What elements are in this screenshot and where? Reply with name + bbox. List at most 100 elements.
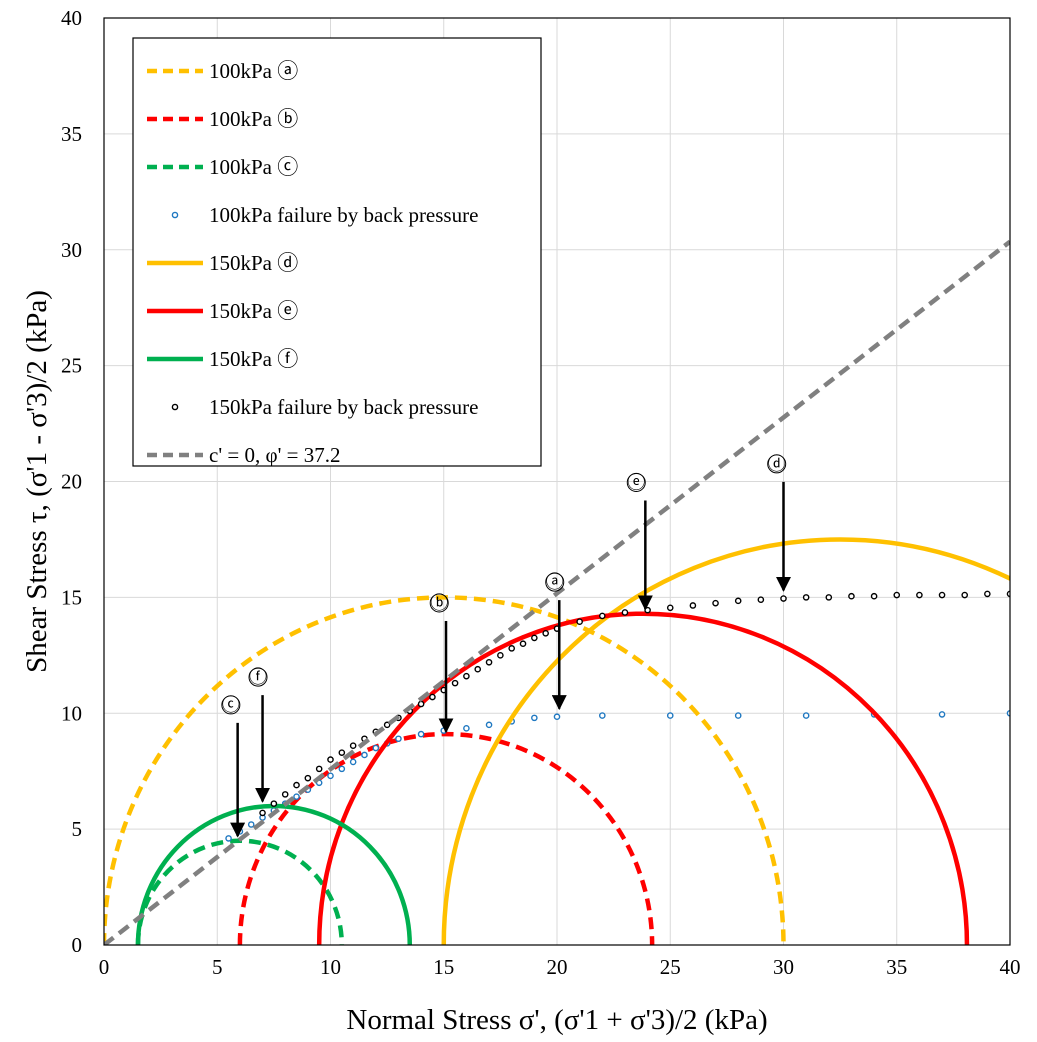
series-3-point [293, 793, 300, 800]
series-7-point [383, 721, 391, 729]
plot-frame [103, 17, 1011, 946]
series-7-point [531, 634, 538, 642]
x-tick-label: 10 [320, 955, 341, 979]
series-7-point [474, 665, 482, 673]
legend-label: 150kPa ⓔ [209, 299, 298, 323]
series-3-point [338, 765, 346, 773]
series-7-point [485, 658, 493, 666]
plot-series [104, 239, 1010, 945]
series-7-point [825, 594, 833, 601]
legend-label: 150kPa ⓕ [209, 347, 298, 371]
series-3-point [417, 730, 425, 738]
series-7-point [802, 594, 810, 601]
x-tick-label: 40 [1000, 955, 1021, 979]
series-0-mohr-circle [104, 595, 786, 945]
series-3-point [1006, 709, 1010, 717]
series-7-point [542, 629, 549, 637]
series-7-point [497, 652, 504, 659]
x-tick-label: 15 [433, 955, 454, 979]
series-3-point [666, 712, 674, 719]
series-7-point [519, 640, 527, 648]
series-7-point [961, 591, 969, 599]
legend-label: 100kPa ⓒ [209, 155, 298, 179]
series-3-point [802, 712, 810, 719]
series-7-point [508, 645, 516, 652]
series-3-point [734, 712, 742, 719]
series-7-point [270, 800, 278, 807]
series-7-point [870, 592, 878, 600]
series-7-point [734, 597, 742, 605]
series-3-point [361, 751, 368, 759]
x-tick-label: 0 [99, 955, 110, 979]
x-tick-label: 5 [212, 955, 223, 979]
tick-labels: 0 5 10 15 20 25 30 35 40 0 5 10 15 20 25 30 35 40 [61, 6, 1021, 979]
x-tick-label: 30 [773, 955, 794, 979]
annotation-label: ⓔ [627, 472, 645, 492]
series-7-point [463, 672, 470, 680]
series-3-point [938, 711, 946, 718]
annotation-badge [221, 695, 241, 715]
series-7-point [984, 590, 991, 598]
legend-box [132, 37, 542, 467]
y-tick-label: 35 [61, 122, 82, 146]
series-3-point [327, 772, 334, 780]
series-7-point [848, 592, 855, 600]
annotation-label: ⓒ [222, 695, 240, 715]
legend-label: 100kPa ⓐ [209, 59, 298, 83]
y-tick-label: 25 [61, 354, 82, 378]
annotation-label: ⓐ [546, 572, 564, 592]
series-8-envelope-line [104, 239, 1010, 945]
annotation-arrows: ⓐ ⓑ ⓒ ⓓ ⓔ ⓕ [221, 454, 791, 838]
series-3-point [531, 714, 538, 722]
series-5-mohr-circle [316, 611, 970, 945]
series-3-point [599, 712, 606, 719]
annotation-badge [429, 593, 449, 613]
legend-swatch [171, 403, 179, 411]
series-7-point [938, 591, 946, 599]
x-tick-label: 25 [660, 955, 681, 979]
series-3-point [349, 758, 357, 766]
series-7-point [349, 742, 357, 749]
legend-label: 150kPa failure by back pressure [209, 395, 478, 419]
annotation-label: ⓕ [249, 667, 267, 687]
annotation-badge [767, 454, 787, 474]
y-tick-label: 5 [72, 817, 83, 841]
series-7-point [429, 693, 436, 701]
series-7-point [621, 609, 629, 616]
series-3-point [553, 713, 561, 721]
annotation-badge [545, 572, 565, 592]
legend-label: 100kPa ⓑ [209, 107, 298, 131]
y-axis-title: Shear Stress τ, (σ'1 - σ'3)/2 (kPa) [21, 290, 53, 673]
annotation-label: ⓓ [768, 454, 786, 474]
series-7-point [304, 774, 312, 782]
series-7-point [666, 604, 674, 612]
series-7-point [780, 595, 787, 602]
series-7-point [259, 809, 266, 817]
legend: 100kPa ⓐ 100kPa ⓑ 100kPa ⓒ 100kPa failure b… [132, 37, 542, 467]
series-7-point [338, 749, 346, 756]
legend-label: 150kPa ⓓ [209, 251, 298, 275]
y-tick-label: 40 [61, 6, 82, 30]
series-7-point [599, 612, 606, 620]
series-7-point [576, 618, 583, 626]
series-1-mohr-circle [237, 731, 655, 945]
x-axis-title: Normal Stress σ', (σ'1 + σ'3)/2 (kPa) [346, 1004, 767, 1036]
annotation-badge [626, 472, 646, 492]
y-tick-label: 20 [61, 470, 82, 494]
series-3-point [485, 721, 493, 729]
legend-swatch [171, 211, 179, 219]
series-7-point [893, 591, 901, 599]
y-tick-label: 0 [72, 933, 83, 957]
series-4-mohr-circle [441, 537, 1010, 945]
series-7-point [689, 602, 697, 609]
series-7-point [293, 781, 300, 789]
y-tick-label: 15 [61, 585, 82, 609]
series-3-point [395, 735, 402, 743]
legend-label: 100kPa failure by back pressure [209, 203, 478, 227]
series-3-point [372, 744, 380, 752]
series-7-point [451, 679, 459, 687]
series-7-point [315, 765, 323, 773]
annotation-badge [248, 667, 268, 687]
series-7-point [1006, 590, 1010, 598]
